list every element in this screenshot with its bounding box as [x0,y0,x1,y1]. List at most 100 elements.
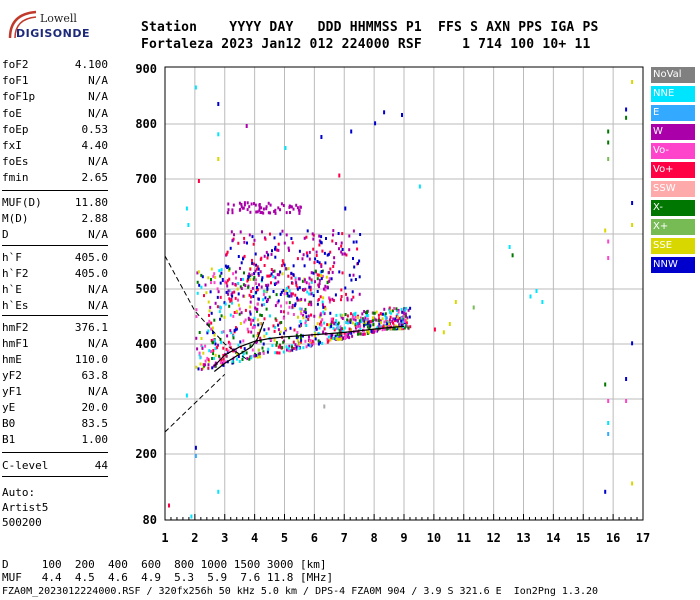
echo-point [330,334,333,338]
echo-point [222,357,225,361]
echo-point [255,307,258,311]
echo-point [384,312,387,316]
echo-point [381,325,384,329]
echo-point [379,312,382,316]
echo-point [202,363,205,367]
echo-point [315,254,318,257]
echo-point [243,254,246,258]
echo-point [204,283,207,287]
echo-point [239,230,242,234]
echo-point [213,356,215,360]
echo-point [256,302,259,306]
echo-point [402,327,405,331]
echo-point [210,350,212,353]
x-tick-label: 11 [457,531,471,545]
echo-point [226,250,229,254]
legend-item: SSE [651,238,695,254]
echo-point [249,274,252,278]
echo-point [625,115,628,120]
echo-point [219,361,222,365]
echo-point [321,303,324,307]
echo-point [258,355,261,359]
echo-point [340,288,343,292]
echo-point [287,349,290,352]
echo-point [287,267,290,271]
echo-point [383,307,386,311]
echo-point [337,327,340,331]
echo-point [280,304,282,308]
legend-item: NoVal [651,67,695,83]
x-tick-label: 10 [427,531,441,545]
echo-point [356,247,359,251]
echo-point [312,294,315,298]
echo-point [221,362,224,366]
param-row: h`Es N/A [2,299,108,315]
y-tick-label: 200 [135,447,157,461]
echo-point [261,211,264,215]
echo-point [362,318,365,322]
echo-point [392,321,394,325]
echo-point [251,273,254,277]
echo-point [288,289,291,293]
echo-point [228,268,231,272]
echo-point [227,289,230,293]
echo-point [317,273,320,277]
echo-point [319,311,322,315]
echo-point [378,317,380,321]
param-row: C-level 44 [2,459,108,475]
echo-point [321,341,324,345]
echo-point [260,314,263,317]
echo-point [302,314,305,317]
param-row: MUF(D) 11.80 [2,196,108,212]
param-value: 63.8 [81,369,109,382]
echo-point [200,285,203,289]
echo-point [369,324,372,328]
x-tick-label: 7 [341,531,348,545]
legend-item: E [651,105,695,121]
param-value: N/A [88,228,108,241]
echo-point [337,232,340,235]
echo-point [277,248,280,252]
echo-point [317,342,320,346]
echo-point [198,353,201,357]
echo-point [326,323,329,327]
echo-point [263,254,266,258]
echo-point [349,328,352,332]
echo-point [216,305,219,309]
echo-point [297,315,299,319]
echo-point [266,285,269,289]
echo-point [246,357,249,361]
echo-point [350,298,353,302]
echo-point [249,210,252,214]
echo-point [231,291,234,295]
echo-point [273,210,276,213]
logo-text-digisonde: DIGISONDE [16,27,90,40]
echo-point [296,331,299,334]
echo-point [316,260,319,263]
echo-point [210,311,213,315]
echo-point [323,404,326,409]
param-name: yF1 [2,385,22,398]
echo-point [305,324,308,327]
echo-point [255,267,258,271]
echo-point [338,247,340,251]
echo-point [240,345,242,349]
echo-point [298,286,301,290]
param-name: hmF1 [2,337,29,350]
echo-point [248,293,251,297]
echo-point [277,206,280,210]
echo-point [253,262,255,266]
echo-point [212,338,215,342]
echo-point [329,325,331,329]
echo-point [240,261,243,265]
param-value: 1.00 [81,433,109,446]
echo-point [226,266,229,269]
echo-point [209,290,212,294]
echo-point [322,330,325,334]
echo-point [231,301,233,305]
echo-point [222,346,225,350]
echo-point [341,232,344,236]
echo-point [391,309,394,313]
echo-point [327,271,330,275]
echo-point [245,124,248,128]
